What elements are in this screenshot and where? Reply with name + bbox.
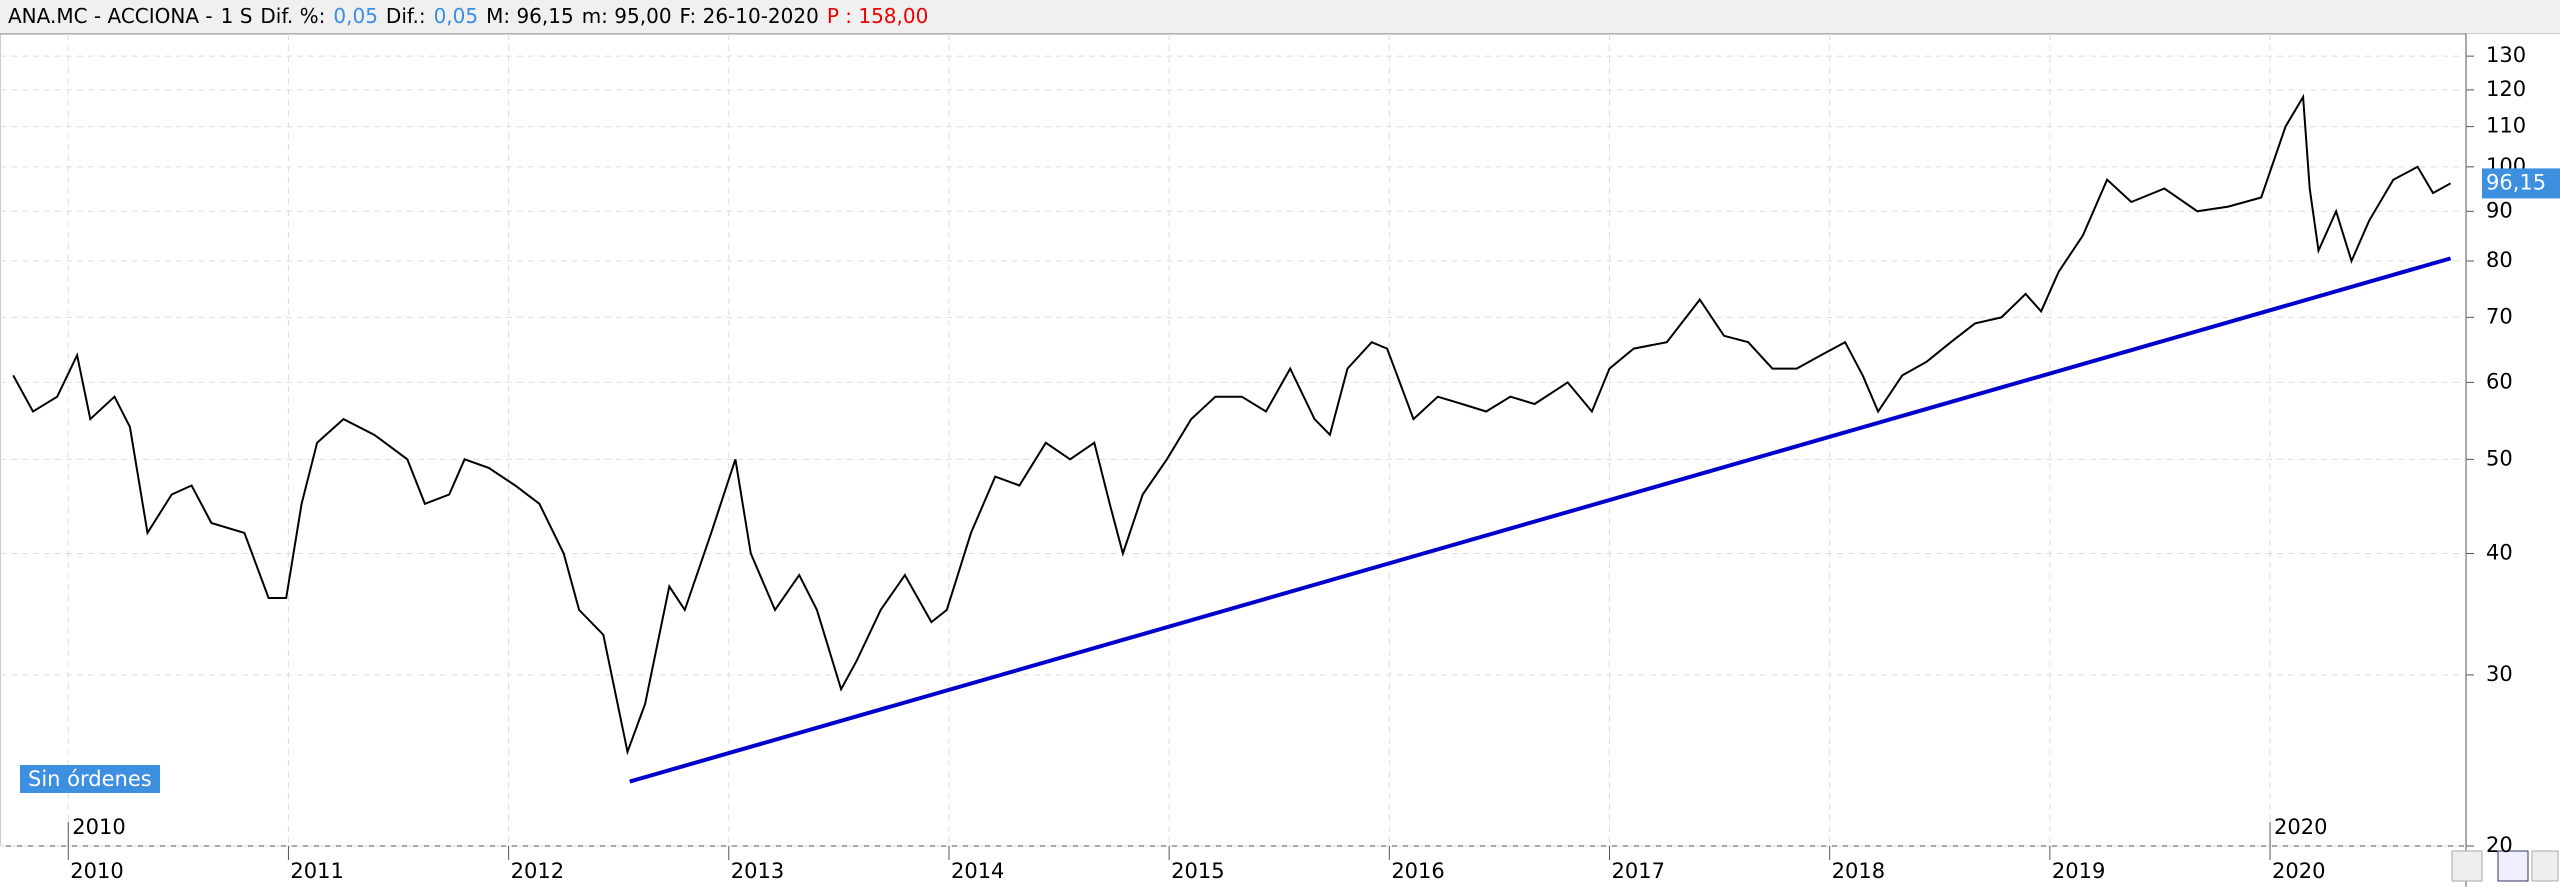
last-price-box	[2482, 168, 2560, 199]
y-tick-label: 60	[2486, 369, 2513, 393]
save-icon[interactable]	[2497, 850, 2529, 882]
min: m: 95,00	[581, 4, 672, 28]
y-tick-label: 130	[2486, 43, 2526, 67]
plot-frame	[0, 33, 2467, 847]
period-label: 2020	[2274, 815, 2327, 839]
x-tick-label: 2018	[1832, 859, 1885, 883]
trendline	[629, 256, 2452, 784]
x-tick-label: 2015	[1171, 859, 1224, 883]
y-tick-label: 30	[2486, 662, 2513, 686]
x-tick-label: 2010	[70, 859, 123, 883]
price-line	[12, 93, 2452, 756]
orders-button[interactable]: Sin órdenes	[20, 765, 160, 793]
more-icon[interactable]	[2531, 850, 2559, 882]
dif-pct: 0,05	[333, 4, 378, 28]
y-tick-label: 50	[2486, 446, 2513, 470]
y-tick-label: 110	[2486, 114, 2526, 138]
x-tick-label: 2011	[290, 859, 343, 883]
symbol: ANA.MC - ACCIONA -	[8, 4, 213, 28]
y-tick-label: 70	[2486, 304, 2513, 328]
x-tick-label: 2016	[1391, 859, 1444, 883]
x-tick-label: 2020	[2272, 859, 2325, 883]
period: 1 S	[220, 4, 253, 28]
p-value: P : 158,00	[826, 4, 929, 28]
last-price-label: 96,15	[2486, 170, 2546, 194]
max: M: 96,15	[486, 4, 574, 28]
dif-label: Dif.:	[385, 4, 426, 28]
x-tick-label: 2014	[951, 859, 1004, 883]
dif-pct-label: Dif. %:	[260, 4, 326, 28]
period-label: 2010	[72, 815, 125, 839]
y-tick-label: 90	[2486, 198, 2513, 222]
x-tick-label: 2013	[731, 859, 784, 883]
x-tick-label: 2019	[2052, 859, 2105, 883]
header: ANA.MC - ACCIONA - 1 S Dif. %: 0,05 Dif.: 0,0…	[0, 0, 2560, 34]
y-tick-label: 80	[2486, 248, 2513, 272]
y-tick-label: 20	[2486, 833, 2513, 857]
y-tick-label: 40	[2486, 541, 2513, 565]
date: F: 26-10-2020	[679, 4, 819, 28]
y-tick-label: 120	[2486, 77, 2526, 101]
zoom-icon[interactable]	[2451, 850, 2483, 882]
x-tick-label: 2012	[511, 859, 564, 883]
dif: 0,05	[433, 4, 479, 28]
x-tick-label: 2017	[1612, 859, 1665, 883]
